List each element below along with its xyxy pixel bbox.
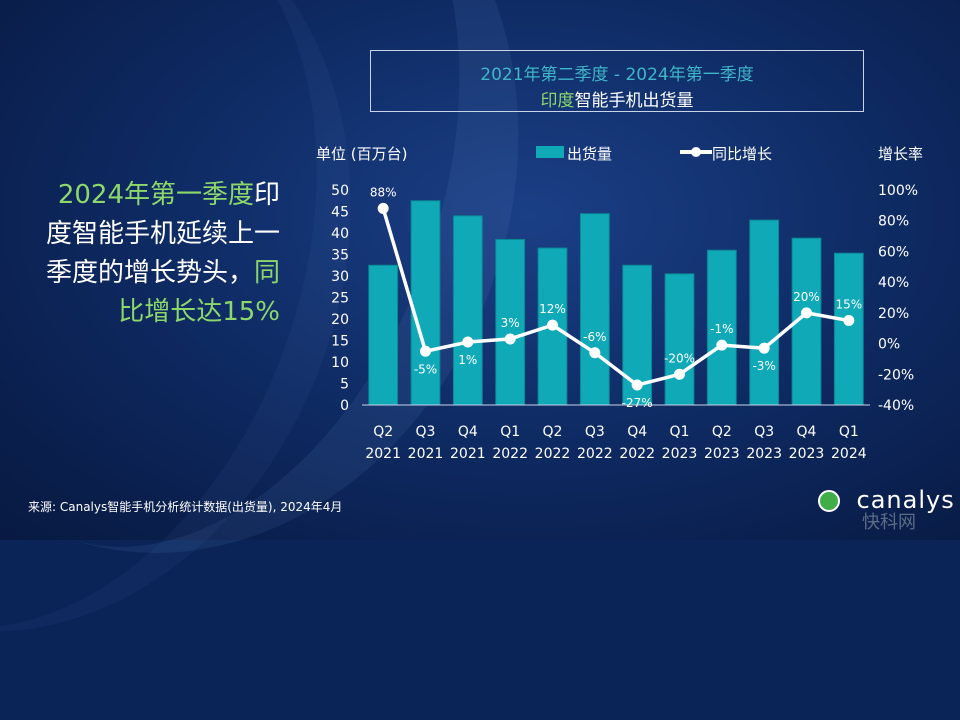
bar-shipments	[452, 215, 483, 406]
shipments-chart: 单位 (百万台) 增长率 出货量 同比增长 0 5 10 15 20 25 30 35 40 45 50 -4…	[316, 145, 923, 462]
right-axis-tick: 40%	[878, 275, 909, 291]
growth-data-label: 12%	[539, 302, 566, 316]
growth-data-label: 88%	[370, 185, 397, 199]
watermark: 快科网	[862, 512, 916, 533]
x-axis-quarter-label: Q3	[585, 424, 605, 440]
growth-point	[589, 347, 601, 359]
growth-data-label: -1%	[710, 322, 733, 336]
right-axis-tick: 20%	[878, 306, 909, 322]
headline-period: 2024年第一季度	[57, 180, 254, 210]
chart-title-box: 2021年第二季度 - 2024年第一季度 印度智能手机出货量	[370, 50, 864, 112]
x-axis-quarter-label: Q1	[839, 424, 859, 440]
left-axis-tick: 20	[331, 312, 349, 328]
right-axis-tick: 60%	[878, 244, 909, 260]
right-axis-tick: -20%	[878, 367, 914, 383]
canalys-logo-text: canalys	[856, 486, 955, 514]
bar-shipments	[368, 264, 399, 406]
growth-data-label: -3%	[752, 359, 775, 373]
x-axis-year-label: 2021	[365, 446, 401, 462]
growth-point	[801, 307, 812, 319]
x-axis-quarter-label: Q1	[670, 424, 690, 440]
growth-data-label: 20%	[793, 290, 820, 304]
left-axis-unit: 单位 (百万台)	[316, 145, 407, 163]
growth-data-label: -6%	[583, 330, 606, 344]
x-axis-quarter-label: Q2	[373, 424, 393, 440]
canalys-logo-icon	[818, 490, 840, 512]
growth-point	[420, 345, 431, 357]
left-axis-tick: 0	[340, 398, 349, 414]
headline-body: 印度智能手机延续上一季度的增长势头，	[45, 180, 280, 288]
left-axis-tick: 25	[331, 291, 349, 307]
left-axis-tick: 10	[331, 355, 349, 371]
x-axis-year-label: 2022	[492, 446, 528, 462]
x-axis-quarter-label: Q4	[458, 424, 478, 440]
x-axis-year-label: 2021	[408, 446, 444, 462]
left-axis-tick: 30	[331, 269, 349, 285]
headline-callout: 2024年第一季度印度智能手机延续上一季度的增长势头，同比增长达15%	[40, 176, 280, 332]
bar-shipments	[579, 213, 610, 406]
left-axis-tick: 45	[331, 205, 349, 221]
right-axis-tick: -40%	[878, 398, 914, 414]
canalys-logo: canalys	[822, 486, 955, 514]
x-axis-year-label: 2023	[789, 446, 825, 462]
left-axis-tick: 5	[340, 377, 349, 393]
bar-shipments	[749, 219, 780, 406]
growth-data-label: -5%	[414, 362, 437, 376]
bar-shipments	[495, 238, 526, 406]
right-axis-tick: 0%	[878, 337, 900, 353]
legend-bar-swatch	[536, 146, 564, 158]
growth-data-label: -27%	[622, 396, 653, 410]
x-axis-quarter-label: Q3	[416, 424, 436, 440]
growth-data-label: -20%	[664, 351, 695, 365]
bar-shipments	[833, 252, 864, 406]
chart-title-highlight: 印度	[540, 91, 575, 111]
growth-point	[462, 336, 474, 348]
source-note: 来源: Canalys智能手机分析统计数据(出货量), 2024年4月	[28, 500, 343, 514]
growth-point	[547, 319, 558, 331]
chart-title-line1: 2021年第二季度 - 2024年第一季度	[480, 65, 754, 85]
growth-point	[504, 333, 516, 345]
x-axis-year-label: 2022	[535, 446, 571, 462]
x-axis-quarter-label: Q4	[797, 424, 817, 440]
x-axis-quarter-label: Q4	[627, 424, 647, 440]
right-axis-tick: 100%	[878, 183, 918, 199]
x-axis-quarter-label: Q1	[500, 424, 520, 440]
x-axis-year-label: 2023	[662, 446, 698, 462]
x-axis-year-label: 2021	[450, 446, 486, 462]
growth-point	[674, 368, 685, 380]
bar-shipments	[706, 249, 737, 406]
bar-shipments	[410, 200, 441, 406]
growth-data-label: 15%	[835, 298, 862, 312]
chart-title-line2: 印度智能手机出货量	[371, 86, 863, 111]
x-axis-year-label: 2023	[704, 446, 740, 462]
left-axis-tick: 35	[331, 248, 349, 264]
growth-line	[381, 207, 850, 387]
x-axis-year-label: 2023	[746, 446, 782, 462]
left-axis-tick: 40	[331, 226, 349, 242]
legend-line-label: 同比增长	[712, 145, 772, 163]
x-axis-quarter-label: Q2	[543, 424, 563, 440]
growth-point	[716, 339, 728, 351]
x-axis-year-label: 2022	[619, 446, 655, 462]
right-axis-unit: 增长率	[878, 145, 923, 163]
right-axis-tick: 80%	[878, 214, 909, 230]
growth-point	[631, 379, 643, 391]
legend-line-marker	[691, 147, 701, 157]
growth-data-label: 1%	[458, 353, 477, 367]
growth-point	[758, 342, 770, 354]
bar-shipments	[664, 273, 695, 406]
x-axis-quarter-label: Q2	[712, 424, 732, 440]
left-axis-tick: 50	[331, 183, 349, 199]
x-axis-year-label: 2022	[577, 446, 613, 462]
legend-bar-label: 出货量	[567, 145, 612, 163]
growth-data-label: 3%	[501, 316, 520, 330]
x-axis-quarter-label: Q3	[754, 424, 774, 440]
growth-point	[843, 315, 855, 327]
chart-title-rest: 智能手机出货量	[574, 91, 694, 111]
headline-growth: 同比增长达15%	[118, 258, 280, 327]
left-axis-tick: 15	[331, 334, 349, 350]
x-axis-year-label: 2024	[831, 446, 867, 462]
growth-point	[377, 202, 389, 214]
